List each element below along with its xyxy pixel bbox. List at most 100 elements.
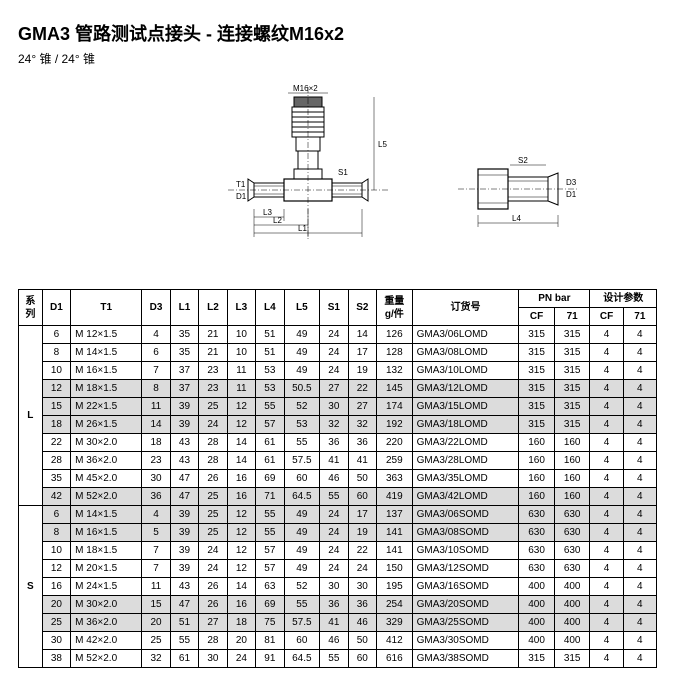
table-row: 16M 24×1.51143261463523030195GMA3/16SOMD… <box>19 578 657 596</box>
cell: M 45×2.0 <box>71 470 142 488</box>
th-d1: D1 <box>42 290 70 326</box>
cell: 53 <box>284 416 320 434</box>
cell: 14 <box>227 452 255 470</box>
cell: 24 <box>320 344 348 362</box>
th-pn: PN bar <box>519 290 590 308</box>
cell: 50 <box>348 632 376 650</box>
cell: 5 <box>142 524 170 542</box>
cell: 23 <box>199 380 227 398</box>
cell: 17 <box>348 344 376 362</box>
table-row: L6M 12×1.5435211051492414126GMA3/06LOMD3… <box>19 326 657 344</box>
cell: 18 <box>42 416 70 434</box>
technical-diagram: M16×2 T1 D1 S1 L3 L2 L1 L5 <box>18 79 657 289</box>
cell: 55 <box>256 524 284 542</box>
cell: 63 <box>256 578 284 596</box>
cell: 315 <box>554 326 590 344</box>
cell: 38 <box>42 650 70 668</box>
cell: 43 <box>170 434 198 452</box>
cell: 12 <box>227 560 255 578</box>
table-row: 28M 36×2.0234328146157.54141259GMA3/28LO… <box>19 452 657 470</box>
cell: M 26×1.5 <box>71 416 142 434</box>
svg-text:S2: S2 <box>518 156 528 165</box>
cell: 4 <box>590 506 623 524</box>
cell: GMA3/08SOMD <box>412 524 519 542</box>
cell: 22 <box>348 380 376 398</box>
cell: 4 <box>590 650 623 668</box>
cell: 50.5 <box>284 380 320 398</box>
cell: 616 <box>377 650 413 668</box>
cell: GMA3/10SOMD <box>412 542 519 560</box>
cell: 41 <box>320 452 348 470</box>
cell: 630 <box>519 560 555 578</box>
cell: 36 <box>142 488 170 506</box>
cell: 57 <box>256 560 284 578</box>
cell: 81 <box>256 632 284 650</box>
cell: 14 <box>142 416 170 434</box>
cell: 4 <box>590 524 623 542</box>
cell: 315 <box>519 344 555 362</box>
cell: 19 <box>348 362 376 380</box>
cell: 4 <box>590 380 623 398</box>
cell: 24 <box>320 560 348 578</box>
cell: GMA3/15LOMD <box>412 398 519 416</box>
cell: 39 <box>170 524 198 542</box>
cell: 4 <box>623 614 656 632</box>
cell: 10 <box>42 542 70 560</box>
cell: 12 <box>42 380 70 398</box>
cell: 4 <box>623 344 656 362</box>
cell: 14 <box>227 578 255 596</box>
cell: GMA3/30SOMD <box>412 632 519 650</box>
cell: 30 <box>320 578 348 596</box>
cell: 91 <box>256 650 284 668</box>
cell: GMA3/18LOMD <box>412 416 519 434</box>
cell: 10 <box>42 362 70 380</box>
svg-text:D3: D3 <box>566 178 577 187</box>
cell: 25 <box>142 632 170 650</box>
cell: 412 <box>377 632 413 650</box>
cell: 630 <box>519 506 555 524</box>
cell: 315 <box>554 380 590 398</box>
cell: 630 <box>554 560 590 578</box>
cell: 4 <box>623 416 656 434</box>
cell: 57.5 <box>284 614 320 632</box>
cell: M 36×2.0 <box>71 614 142 632</box>
cell: 12 <box>42 560 70 578</box>
cell: 315 <box>554 344 590 362</box>
cell: 52 <box>284 578 320 596</box>
cell: 32 <box>142 650 170 668</box>
cell: 69 <box>256 470 284 488</box>
cell: 35 <box>170 344 198 362</box>
cell: 7 <box>142 542 170 560</box>
cell: 30 <box>320 398 348 416</box>
cell: 315 <box>554 398 590 416</box>
cell: 12 <box>227 542 255 560</box>
cell: 55 <box>256 398 284 416</box>
cell: 11 <box>142 398 170 416</box>
th-dp: 设计参数 <box>590 290 657 308</box>
cell: 46 <box>320 470 348 488</box>
cell: 315 <box>519 362 555 380</box>
cell: 4 <box>623 632 656 650</box>
cell: 25 <box>199 524 227 542</box>
cell: GMA3/12SOMD <box>412 560 519 578</box>
cell: 160 <box>554 470 590 488</box>
th-dp-71: 71 <box>623 308 656 326</box>
spec-table: 系 列 D1 T1 D3 L1 L2 L3 L4 L5 S1 S2 重量 g/件… <box>18 289 657 668</box>
cell: 315 <box>519 398 555 416</box>
cell: 25 <box>42 614 70 632</box>
cell: 4 <box>623 650 656 668</box>
cell: 57 <box>256 416 284 434</box>
cell: 64.5 <box>284 488 320 506</box>
cell: 7 <box>142 362 170 380</box>
cell: 24 <box>320 542 348 560</box>
svg-text:L1: L1 <box>298 224 307 233</box>
cell: 57 <box>256 542 284 560</box>
cell: 4 <box>623 524 656 542</box>
cell: 400 <box>554 578 590 596</box>
cell: 24 <box>320 362 348 380</box>
cell: 315 <box>519 326 555 344</box>
cell: 137 <box>377 506 413 524</box>
svg-text:D1: D1 <box>236 192 247 201</box>
cell: GMA3/25SOMD <box>412 614 519 632</box>
cell: 10 <box>227 344 255 362</box>
